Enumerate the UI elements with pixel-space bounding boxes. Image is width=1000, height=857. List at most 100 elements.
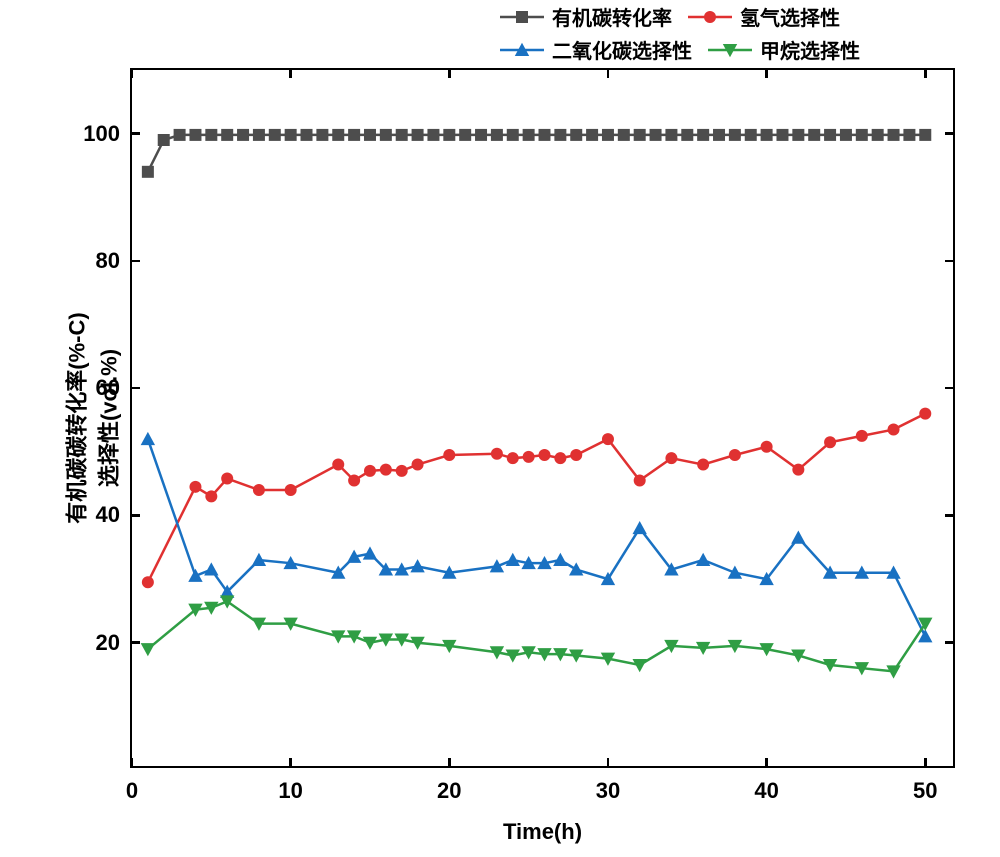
y-axis-label: 有机碳碳转化率(%-C) 选择性(vol.%) <box>60 312 124 523</box>
series-marker <box>380 464 392 476</box>
series-marker <box>412 129 424 141</box>
series-marker <box>808 129 820 141</box>
series-marker <box>618 129 630 141</box>
legend-item-2: 二氧化碳选择性 <box>500 35 692 64</box>
series-marker <box>554 452 566 464</box>
series-marker <box>570 449 582 461</box>
legend-marker-1 <box>688 9 732 25</box>
series-marker <box>364 465 376 477</box>
series-marker <box>396 465 408 477</box>
series-line-3 <box>148 601 925 671</box>
series-marker <box>221 473 233 485</box>
series-marker <box>348 129 360 141</box>
series-marker <box>776 129 788 141</box>
series-marker <box>363 637 377 650</box>
series-marker <box>253 129 265 141</box>
series-marker <box>570 129 582 141</box>
legend-marker-2 <box>500 42 544 58</box>
series-marker <box>189 129 201 141</box>
series-marker <box>142 166 154 178</box>
series-marker <box>141 643 155 656</box>
series-marker <box>380 129 392 141</box>
series-marker <box>174 129 186 141</box>
series-marker <box>856 129 868 141</box>
series-marker <box>332 129 344 141</box>
chart-svg <box>132 70 957 770</box>
series-marker <box>475 129 487 141</box>
series-line-2 <box>148 439 925 636</box>
series-marker <box>491 129 503 141</box>
series-marker <box>761 441 773 453</box>
series-marker <box>189 481 201 493</box>
series-marker <box>443 449 455 461</box>
series-marker <box>490 559 504 572</box>
series-marker <box>410 559 424 572</box>
legend-item-0: 有机碳转化率 <box>500 2 672 31</box>
series-marker <box>506 553 520 566</box>
series-marker <box>792 129 804 141</box>
series-marker <box>491 448 503 460</box>
series-marker <box>602 433 614 445</box>
series-marker <box>316 129 328 141</box>
x-axis-label: Time(h) <box>503 819 582 845</box>
series-marker <box>253 484 265 496</box>
series-marker <box>396 129 408 141</box>
series-marker <box>142 576 154 588</box>
x-tick-label: 0 <box>126 778 138 804</box>
series-marker <box>729 449 741 461</box>
series-marker <box>791 531 805 544</box>
series-marker <box>824 129 836 141</box>
series-marker <box>459 129 471 141</box>
series-marker <box>443 129 455 141</box>
series-marker <box>888 424 900 436</box>
series-marker <box>903 129 915 141</box>
series-marker <box>348 474 360 486</box>
legend-marker-3 <box>708 42 752 58</box>
series-marker <box>728 566 742 579</box>
series-marker <box>539 129 551 141</box>
chart-container: 有机碳转化率 氢气选择性 二氧化碳选择性 甲烷选择性 2040608010001… <box>0 0 1000 857</box>
x-tick-label: 20 <box>437 778 461 804</box>
series-marker <box>824 436 836 448</box>
legend-item-3: 甲烷选择性 <box>708 35 860 64</box>
legend-marker-0 <box>500 9 544 25</box>
series-marker <box>761 129 773 141</box>
series-line-1 <box>148 414 925 583</box>
x-tick-label: 40 <box>754 778 778 804</box>
series-marker <box>840 129 852 141</box>
series-marker <box>713 129 725 141</box>
legend: 有机碳转化率 氢气选择性 二氧化碳选择性 甲烷选择性 <box>500 2 960 68</box>
plot-area: 2040608010001020304050 <box>130 68 955 768</box>
x-tick-label: 50 <box>913 778 937 804</box>
series-marker <box>919 408 931 420</box>
series-marker <box>523 129 535 141</box>
series-marker <box>602 129 614 141</box>
series-marker <box>634 474 646 486</box>
legend-label-1: 氢气选择性 <box>740 2 840 31</box>
series-marker <box>632 659 646 672</box>
series-marker <box>665 129 677 141</box>
series-marker <box>285 484 297 496</box>
series-marker <box>586 129 598 141</box>
series-marker <box>569 562 583 575</box>
legend-item-1: 氢气选择性 <box>688 2 840 31</box>
y-axis-label-line2: 选择性(vol.%) <box>92 312 124 523</box>
x-tick-label: 30 <box>596 778 620 804</box>
series-marker <box>141 432 155 445</box>
series-marker <box>888 129 900 141</box>
y-tick-label: 20 <box>96 630 120 656</box>
series-marker <box>205 490 217 502</box>
series-marker <box>539 449 551 461</box>
series-marker <box>221 129 233 141</box>
series-marker <box>427 129 439 141</box>
series-marker <box>634 129 646 141</box>
series-marker <box>650 129 662 141</box>
series-marker <box>364 129 376 141</box>
series-marker <box>507 452 519 464</box>
x-tick-label: 10 <box>278 778 302 804</box>
series-marker <box>301 129 313 141</box>
series-marker <box>681 129 693 141</box>
series-marker <box>745 129 757 141</box>
series-marker <box>158 134 170 146</box>
series-marker <box>729 129 741 141</box>
